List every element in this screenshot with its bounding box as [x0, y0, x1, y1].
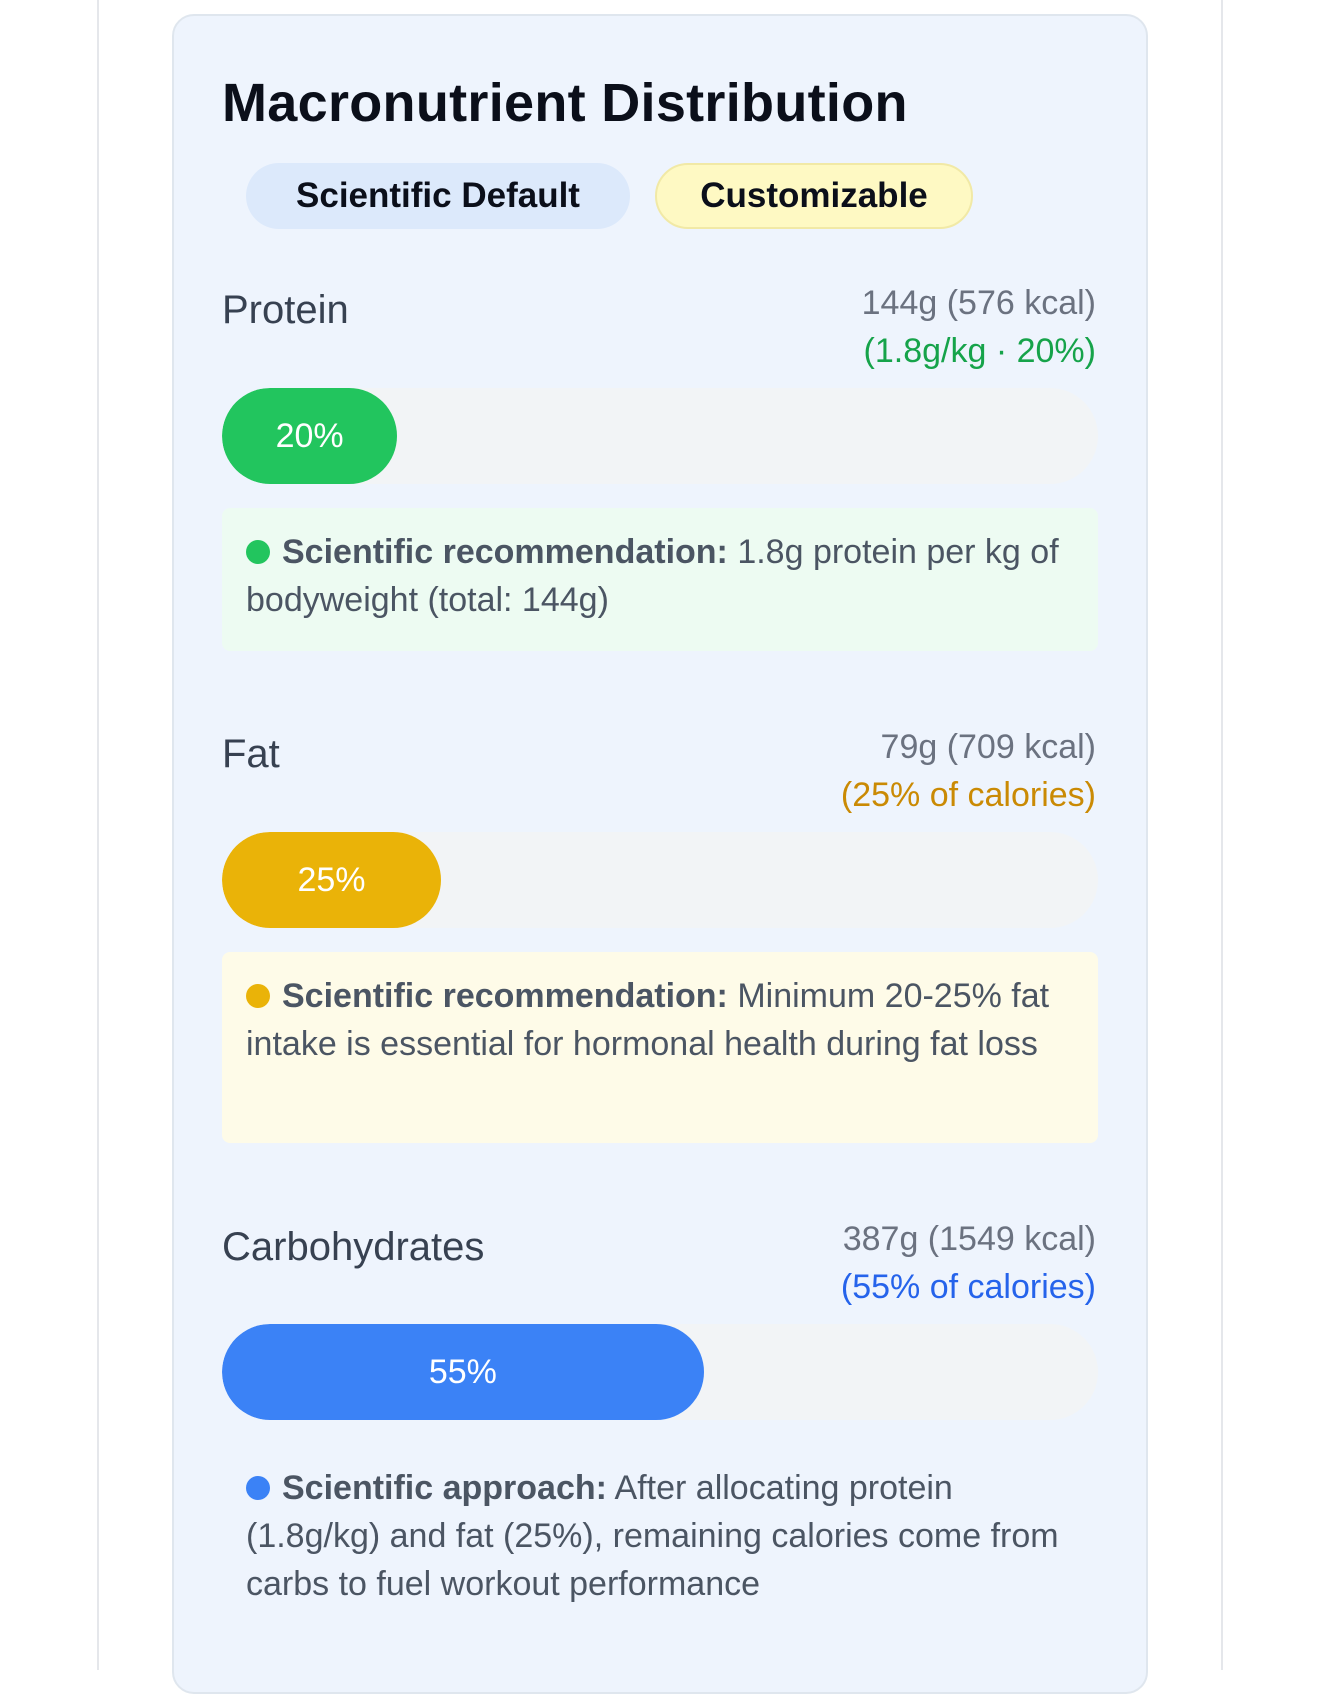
- carbs-amount: 387g (1549 kcal): [842, 1220, 1096, 1258]
- scientific-default-badge[interactable]: Scientific Default: [246, 163, 630, 229]
- fat-amount: 79g (709 kcal): [880, 728, 1096, 766]
- protein-bar-track[interactable]: 20%: [222, 388, 1098, 484]
- carbs-bar-fill[interactable]: 55%: [222, 1324, 704, 1420]
- carbs-label: Carbohydrates: [222, 1225, 485, 1269]
- card-title: Macronutrient Distribution: [222, 73, 908, 133]
- protein-label: Protein: [222, 288, 349, 332]
- carbs-note-text: After allocating protein (1.8g/kg) and f…: [246, 1469, 1059, 1603]
- protein-bar-fill[interactable]: 20%: [222, 388, 398, 484]
- fat-label: Fat: [222, 732, 280, 776]
- protein-note-lead: Scientific recommendation:: [282, 533, 728, 571]
- protein-note-text: 1.8g protein per kg of bodyweight (total…: [246, 533, 1059, 619]
- customizable-badge[interactable]: Customizable: [655, 163, 973, 229]
- fat-bar-fill[interactable]: 25%: [222, 832, 441, 928]
- carbs-bar-track[interactable]: 55%: [222, 1324, 1098, 1420]
- protein-sub: (1.8g/kg · 20%): [863, 332, 1096, 370]
- carbs-note: Scientific approach: After allocating pr…: [222, 1444, 1098, 1635]
- fat-bar-track[interactable]: 25%: [222, 832, 1098, 928]
- fat-note: Scientific recommendation: Minimum 20-25…: [222, 952, 1098, 1143]
- carbs-sub: (55% of calories): [840, 1268, 1096, 1306]
- fat-note-lead: Scientific recommendation:: [282, 977, 728, 1015]
- protein-amount: 144g (576 kcal): [861, 284, 1096, 322]
- fat-note-text: Minimum 20-25% fat intake is essential f…: [246, 977, 1050, 1063]
- protein-dot-icon: [246, 540, 270, 564]
- fat-sub: (25% of calories): [840, 776, 1096, 814]
- carbs-note-lead: Scientific approach:: [282, 1469, 607, 1507]
- carbs-dot-icon: [246, 1476, 270, 1500]
- protein-note: Scientific recommendation: 1.8g protein …: [222, 508, 1098, 651]
- fat-dot-icon: [246, 984, 270, 1008]
